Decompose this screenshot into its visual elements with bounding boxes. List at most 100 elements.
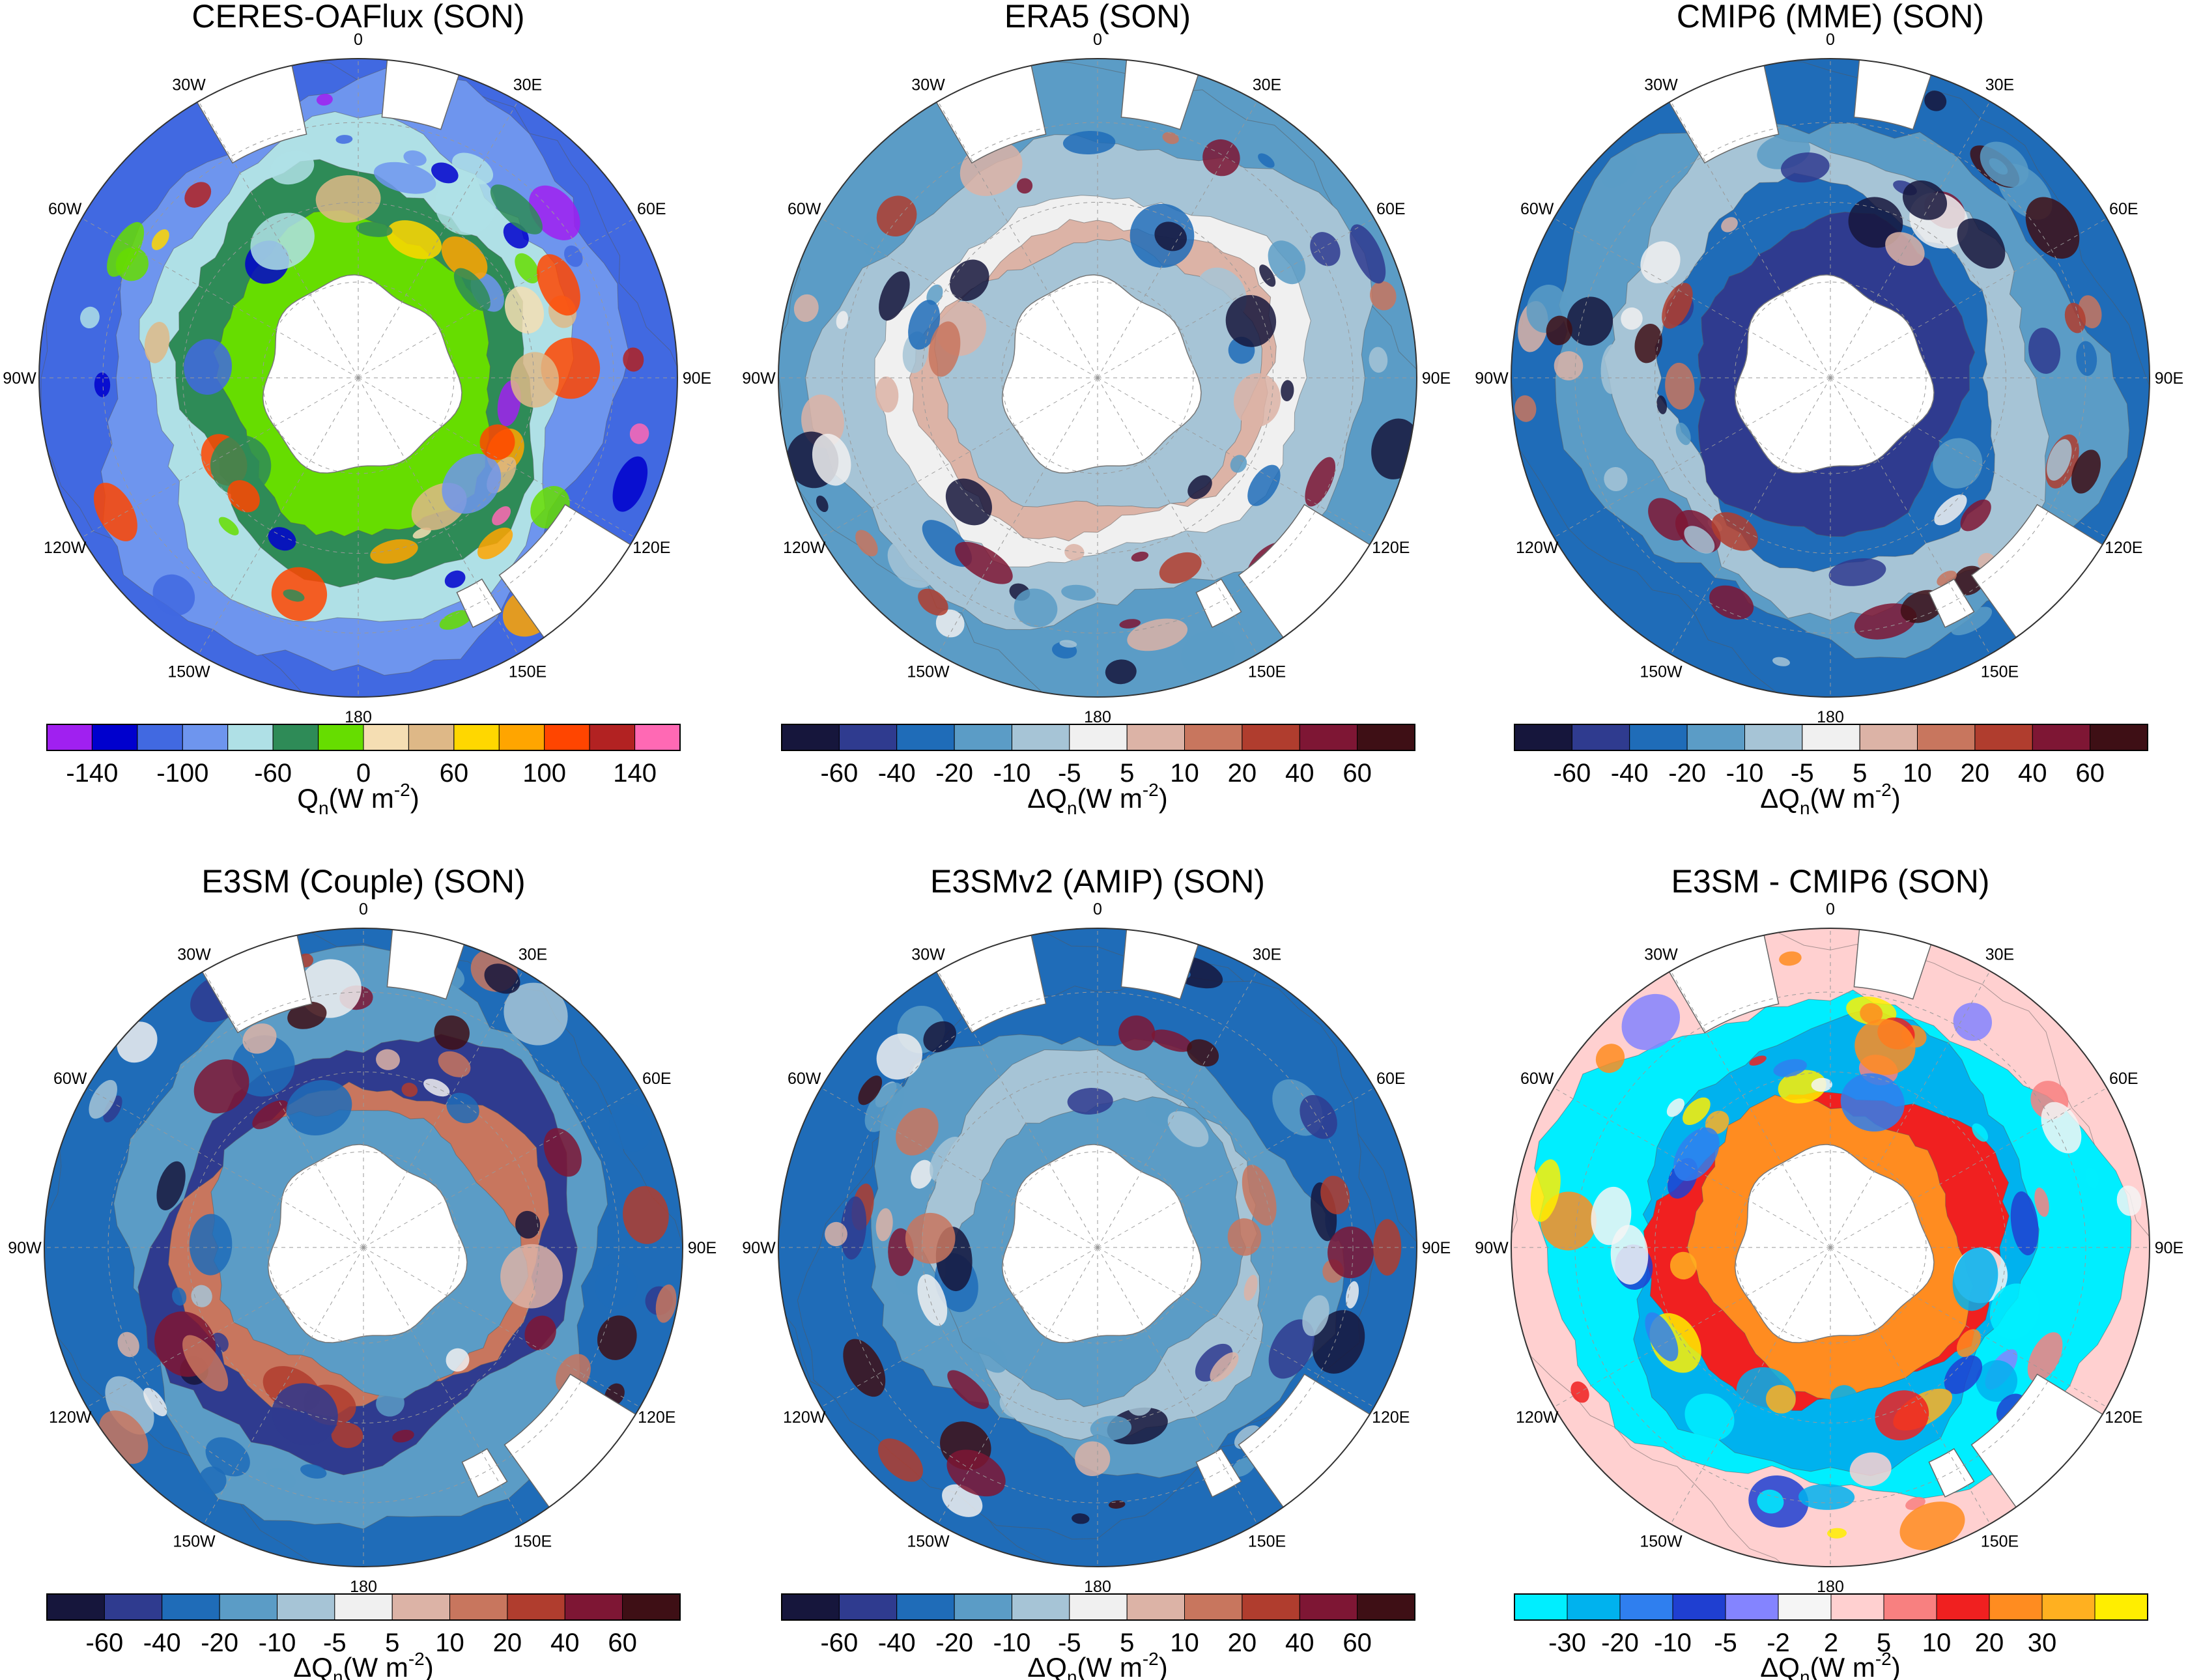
colorbar-frame [1514,1593,2148,1621]
field-patch [1778,1070,1826,1103]
field-patch [1369,347,1388,373]
field-patch [412,527,431,539]
colorbar-tick-label: -5 [323,1629,347,1657]
field-patch [439,610,473,630]
field-patch [1798,1484,1855,1510]
longitude-label: 180 [1817,1578,1844,1596]
field-patch [1675,422,1691,446]
field-patch [107,221,145,277]
field-patch [876,195,917,237]
field-patch [193,1059,249,1114]
colorbar-tick-label: 100 [522,759,566,788]
field-patch [1683,1097,1711,1126]
field-patch [1268,240,1306,285]
field-patch [816,495,829,513]
colorbar-swatch [954,1593,1012,1621]
colorbar-swatch [1242,1593,1300,1621]
colorbar-tick-label: 40 [1285,1629,1314,1657]
field-patch [1064,544,1085,561]
field-patch [438,1051,471,1077]
field-patch [1591,1186,1632,1246]
colorbar-tick-label: 0 [356,759,371,788]
field-patch [524,1315,556,1350]
field-patch [1600,344,1623,394]
colorbar-swatch [272,724,319,751]
field-patch [1705,1111,1729,1135]
colorbar-tick-label: 60 [2075,759,2105,788]
longitude-label: 30E [519,946,547,964]
longitude-label: 30E [1253,946,1281,964]
colorbar-swatch [1514,1593,1568,1621]
colorbar-swatch [1802,724,1860,751]
field-patch [918,588,948,616]
field-patch [1350,224,1386,284]
field-patch [444,570,466,588]
colorbar-swatch [1883,1593,1937,1621]
colorbar-swatch [1012,1593,1070,1621]
field-patch [595,1263,638,1309]
field-patch [252,1100,289,1130]
map-outline [1511,928,2150,1567]
longitude-label: 120W [783,539,826,557]
colorbar-swatch [622,1593,681,1621]
longitude-label: 60E [2109,1070,2138,1088]
field-patch [1062,130,1116,155]
colorbar-tick-label: 20 [1228,759,1257,788]
field-patch [1662,283,1693,329]
field-patch [836,311,848,330]
colorbar-swatch [781,1593,840,1621]
field-patch [93,483,137,541]
colorbar-label: Qn(W m-2) [297,780,419,818]
colorbar-tick-label: 5 [1120,1629,1134,1657]
field-patch [1072,1513,1090,1524]
field-patch [1258,153,1275,168]
colorbar-tick-label: -60 [820,759,858,788]
longitude-label: 30W [911,946,945,964]
colorbar-tick-label: -5 [1791,759,1814,788]
colorbar-swatch [1126,1593,1186,1621]
field-patch [537,254,580,316]
field-patch [1875,1390,1929,1441]
colorbar-tick-label: 20 [1228,1629,1257,1657]
field-patch [172,1287,187,1306]
colorbar-tick-label: -30 [1548,1629,1586,1657]
field-patch [950,259,989,302]
field-patch [1151,1029,1192,1052]
panel-e3sm-couple: E3SM (Couple) (SON) 0 30E 60E 90E 120E 150E 18… [8,863,717,1680]
field-patch [1934,494,1967,526]
colorbar-swatch [1514,724,1572,751]
longitude-label: 30E [513,76,542,94]
colorbar-tick-label: -20 [1668,759,1706,788]
field-patch [446,1348,470,1372]
field-patch [1567,296,1613,346]
colorbar-swatch [1725,1593,1779,1621]
longitude-label: 90W [1475,369,1509,388]
land-mass [461,1447,508,1498]
longitude-label: 60W [48,200,82,218]
colorbar-tick-label: 20 [1975,1629,2004,1657]
field-patch [510,352,560,408]
colorbar-tick-label: -5 [1058,759,1081,788]
colorbar-swatch [1357,1593,1415,1621]
colorbar-swatch [1184,724,1243,751]
field-patch [500,1244,563,1309]
map-outline [44,928,683,1567]
field-patch [1849,1452,1892,1487]
colorbar: -140 -100 -60 0 60 100 140 [46,724,681,788]
longitude-label: 180 [1084,708,1111,726]
field-patch [1709,585,1754,620]
field-patch [300,1464,327,1479]
field-patch [210,434,272,496]
field-patch [825,1221,847,1247]
field-patch [315,175,381,223]
field-patch [184,339,233,395]
longitude-label: 90E [1422,1239,1451,1257]
flux-field [44,928,683,1567]
field-patch [864,1082,904,1132]
longitude-label: 150W [907,662,950,681]
field-patch [1127,1392,1152,1416]
field-patch [1640,241,1681,283]
field-patch [1860,1003,1883,1024]
field-patch [1684,1393,1735,1441]
longitude-label: 0 [1093,900,1102,918]
